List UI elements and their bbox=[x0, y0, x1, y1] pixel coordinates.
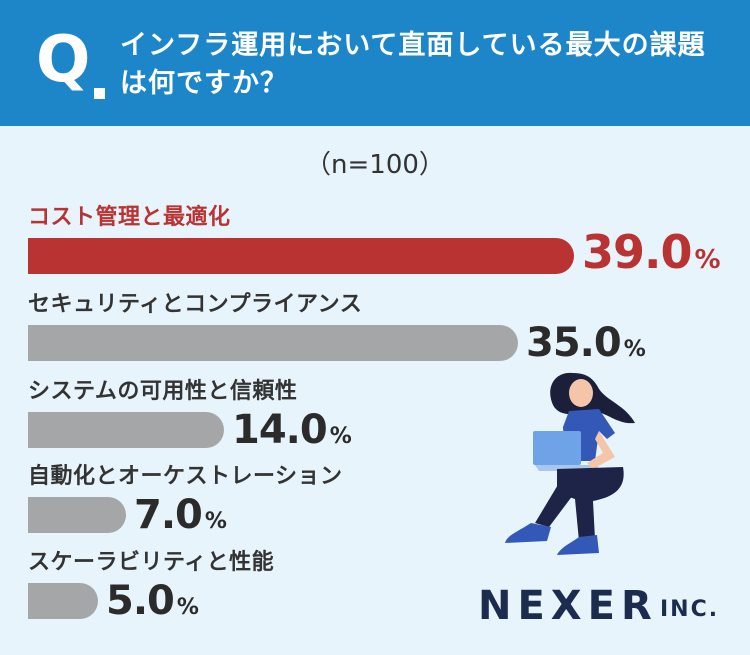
value-label: 14.0% bbox=[232, 408, 352, 459]
value-number: 5.0 bbox=[106, 578, 175, 624]
value-label: 7.0% bbox=[134, 493, 227, 544]
category-label: スケーラビリティと性能 bbox=[28, 550, 275, 575]
category-label: コスト管理と最適化 bbox=[28, 205, 231, 230]
value-unit: % bbox=[176, 595, 199, 620]
face-shape bbox=[569, 379, 593, 407]
value-number: 14.0 bbox=[232, 407, 328, 453]
shoe-left bbox=[505, 523, 551, 543]
value-label: 39.0% bbox=[582, 229, 721, 282]
woman-with-laptop-illustration bbox=[505, 372, 635, 555]
value-unit: % bbox=[694, 245, 721, 275]
legs-shape bbox=[557, 467, 624, 541]
value-number: 39.0 bbox=[582, 225, 692, 279]
bar bbox=[28, 583, 98, 619]
bar bbox=[28, 325, 518, 361]
category-label: セキュリティとコンプライアンス bbox=[28, 292, 363, 317]
category-label: 自動化とオーケストレーション bbox=[28, 464, 343, 489]
question-header: Q インフラ運用において直面している最大の課題は何ですか？ bbox=[0, 0, 750, 126]
bar bbox=[28, 412, 224, 448]
value-unit: % bbox=[329, 424, 352, 449]
category-label: システムの可用性と信頼性 bbox=[28, 379, 298, 404]
q-mark: Q bbox=[36, 23, 91, 97]
shoe-right bbox=[557, 535, 599, 555]
value-number: 7.0 bbox=[134, 492, 203, 538]
question-text: インフラ運用において直面している最大の課題は何ですか？ bbox=[120, 30, 706, 99]
q-dot bbox=[94, 88, 105, 99]
arm-shape bbox=[587, 431, 615, 469]
sample-size-label: （n=100） bbox=[305, 150, 445, 180]
leg-back bbox=[535, 483, 579, 527]
value-label: 5.0% bbox=[106, 579, 199, 630]
nexer-logo-suffix: INC. bbox=[660, 597, 720, 622]
bar bbox=[28, 238, 574, 274]
value-unit: % bbox=[204, 509, 227, 534]
value-number: 35.0 bbox=[526, 320, 622, 366]
value-label: 35.0% bbox=[526, 321, 646, 372]
value-unit: % bbox=[623, 337, 646, 362]
bar bbox=[28, 497, 126, 533]
laptop-screen bbox=[533, 431, 581, 465]
nexer-logo: NEXER bbox=[478, 583, 658, 629]
